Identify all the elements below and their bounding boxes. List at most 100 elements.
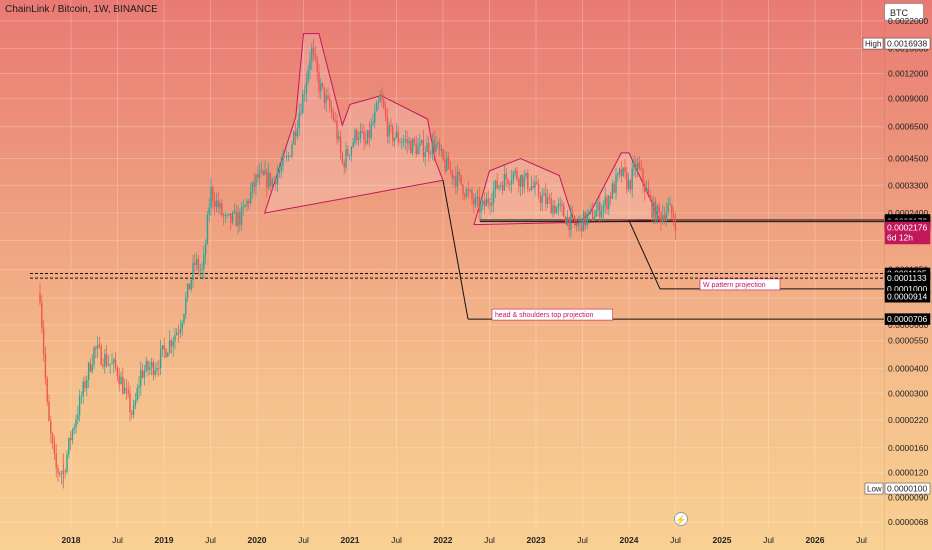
candle-down — [573, 216, 576, 225]
candle-up — [91, 364, 93, 372]
candle-up — [320, 83, 322, 92]
high-value-badge-bg — [884, 37, 931, 50]
candle-down — [473, 198, 475, 205]
level-badge-bg — [884, 313, 931, 325]
candles — [39, 39, 677, 489]
candle-up — [87, 362, 90, 380]
candle-up — [93, 347, 95, 365]
candle-up — [350, 146, 353, 156]
candle-down — [343, 162, 345, 168]
candle-up — [586, 215, 588, 226]
candle-down — [141, 370, 144, 378]
candle-up — [255, 174, 257, 187]
candle-up — [611, 183, 614, 199]
candle-down — [422, 140, 425, 157]
candle-down — [330, 108, 333, 113]
candle-up — [246, 200, 248, 206]
candle-up — [96, 344, 99, 349]
candle-up — [73, 427, 75, 430]
candle-down — [46, 378, 48, 402]
candle-down — [428, 143, 430, 154]
candle-up — [372, 122, 374, 125]
candle-up — [546, 197, 549, 204]
candle-up — [631, 168, 633, 190]
candle-down — [644, 183, 646, 192]
candle-up — [525, 173, 527, 177]
x-tick-label: Jul — [577, 535, 588, 545]
candle-down — [651, 198, 653, 218]
candle-down — [444, 159, 446, 171]
candle-down — [599, 201, 601, 218]
candle-down — [289, 155, 291, 157]
candle-down — [629, 180, 632, 190]
candle-up — [656, 205, 659, 222]
low-value-badge: 0.0000100 — [887, 484, 927, 494]
candle-up — [503, 174, 506, 191]
candle-down — [640, 167, 642, 170]
candle-up — [408, 140, 410, 144]
candle-down — [575, 224, 578, 227]
candle-up — [244, 205, 246, 207]
candle-up — [593, 216, 596, 221]
candle-up — [608, 196, 610, 209]
candle-down — [321, 83, 324, 87]
candle-down — [462, 184, 464, 195]
candle-up — [305, 81, 308, 94]
candle-down — [581, 218, 583, 232]
candle-down — [447, 157, 450, 170]
candle-up — [60, 473, 63, 475]
annotation-text: head & shoulders top projection — [495, 312, 594, 319]
candle-down — [327, 95, 329, 99]
candle-up — [195, 259, 198, 265]
candle-up — [120, 376, 122, 385]
candle-down — [59, 472, 61, 475]
candle-up — [662, 215, 664, 223]
lightning-icon[interactable]: ⚡ — [674, 512, 688, 526]
price-badges: 0.00022150.00021730.00020820.00011950.00… — [862, 37, 931, 495]
candle-up — [627, 180, 630, 190]
x-tick-label: Jul — [670, 535, 681, 545]
candle-down — [568, 217, 570, 230]
candle-down — [41, 302, 43, 328]
currency-selector[interactable]: BTC — [884, 3, 924, 21]
candle-up — [104, 354, 106, 367]
candle-down — [53, 443, 56, 454]
x-tick-label: 2021 — [341, 535, 360, 545]
annotation-box — [699, 278, 781, 291]
candle-down — [442, 149, 444, 160]
candle-down — [386, 116, 389, 137]
candle-down — [125, 387, 128, 390]
candle-up — [653, 201, 655, 218]
candle-down — [248, 200, 250, 204]
y-tick-label: 0.0000090 — [888, 493, 928, 503]
candle-up — [107, 364, 110, 366]
candle-down — [564, 216, 567, 225]
candle-up — [559, 203, 561, 205]
candle-down — [221, 203, 223, 216]
candle-down — [170, 340, 173, 347]
candle-down — [57, 468, 59, 473]
candle-down — [606, 197, 608, 209]
candle-down — [467, 189, 470, 191]
candle-up — [633, 164, 635, 169]
candle-up — [476, 196, 479, 198]
candle-down — [554, 205, 556, 214]
candle-down — [122, 376, 124, 394]
y-tick-label: 0.0000660 — [888, 320, 928, 330]
candle-down — [406, 139, 408, 144]
x-tick-label: Jul — [484, 535, 495, 545]
candle-down — [536, 182, 538, 184]
candle-down — [399, 141, 401, 143]
candle-up — [456, 171, 459, 187]
gridlines — [0, 0, 884, 528]
candle-up — [500, 185, 502, 186]
candle-up — [622, 167, 624, 177]
candle-up — [215, 200, 218, 207]
annotation-text: W pattern projection — [703, 282, 766, 289]
candle-down — [635, 164, 637, 171]
candle-up — [208, 207, 210, 215]
candle-up — [145, 361, 147, 371]
candle-down — [624, 167, 626, 173]
x-tick-label: 2022 — [434, 535, 453, 545]
